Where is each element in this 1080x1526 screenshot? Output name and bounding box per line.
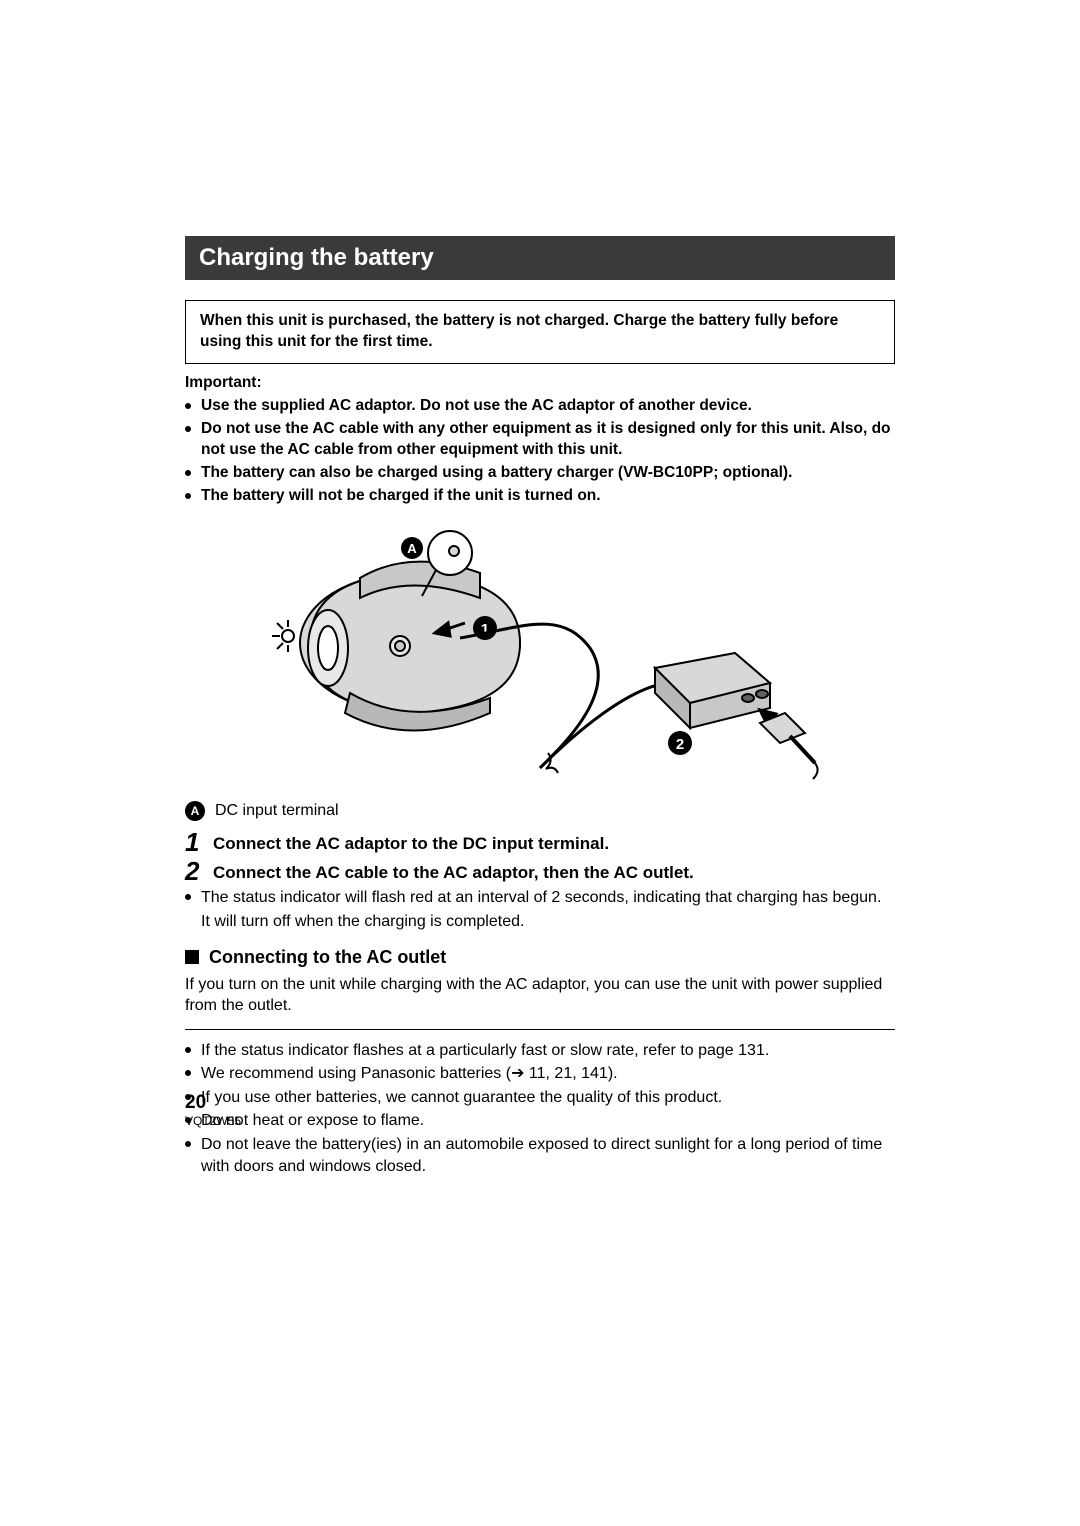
step-text: Connect the AC adaptor to the DC input t…: [213, 829, 609, 856]
svg-text:2: 2: [676, 736, 684, 753]
step-2-note: It will turn off when the charging is co…: [185, 911, 895, 933]
note-bullet: Do not heat or expose to flame.: [185, 1110, 895, 1132]
step-2: 2 Connect the AC cable to the AC adaptor…: [185, 858, 895, 885]
note-bullet: Do not leave the battery(ies) in an auto…: [185, 1134, 895, 1177]
section-heading: Charging the battery: [185, 236, 895, 280]
separator-rule: [185, 1029, 895, 1030]
important-bullet: The battery will not be charged if the u…: [185, 486, 895, 507]
step-2-sub-bullets: The status indicator will flash red at a…: [185, 887, 895, 909]
important-bullet: Do not use the AC cable with any other e…: [185, 419, 895, 461]
note-bullet: If the status indicator flashes at a par…: [185, 1040, 895, 1062]
important-bullet-list: Use the supplied AC adaptor. Do not use …: [185, 396, 895, 507]
notice-box: When this unit is purchased, the battery…: [185, 300, 895, 364]
svg-text:1: 1: [481, 621, 489, 638]
important-label: Important:: [185, 374, 895, 392]
document-code: VQT2W55: [185, 1114, 241, 1128]
note-bullet: We recommend using Panasonic batteries (…: [185, 1063, 895, 1085]
sub-bullet: The status indicator will flash red at a…: [185, 887, 895, 909]
note-bullet: If you use other batteries, we cannot gu…: [185, 1087, 895, 1109]
page-number: 20: [185, 1092, 241, 1114]
step-text: Connect the AC cable to the AC adaptor, …: [213, 858, 694, 885]
legend-text-a: DC input terminal: [215, 802, 339, 820]
manual-page: Charging the battery When this unit is p…: [0, 0, 1080, 1526]
notes-list: If the status indicator flashes at a par…: [185, 1040, 895, 1178]
step-1: 1 Connect the AC adaptor to the DC input…: [185, 829, 895, 856]
square-bullet-icon: [185, 950, 199, 964]
subheading-text: Connecting to the AC outlet: [209, 947, 446, 968]
sub-body-text: If you turn on the unit while charging w…: [185, 974, 895, 1017]
svg-text:A: A: [407, 541, 417, 556]
diagram-legend: A DC input terminal: [185, 801, 895, 821]
step-number: 1: [185, 829, 213, 855]
page-footer: 20 VQT2W55: [185, 1092, 241, 1128]
charging-diagram: A 1: [185, 518, 895, 793]
important-bullet: Use the supplied AC adaptor. Do not use …: [185, 396, 895, 417]
subheading-connecting-ac: Connecting to the AC outlet: [185, 947, 895, 968]
legend-marker-a: A: [185, 801, 205, 821]
step-number: 2: [185, 858, 213, 884]
important-bullet: The battery can also be charged using a …: [185, 463, 895, 484]
